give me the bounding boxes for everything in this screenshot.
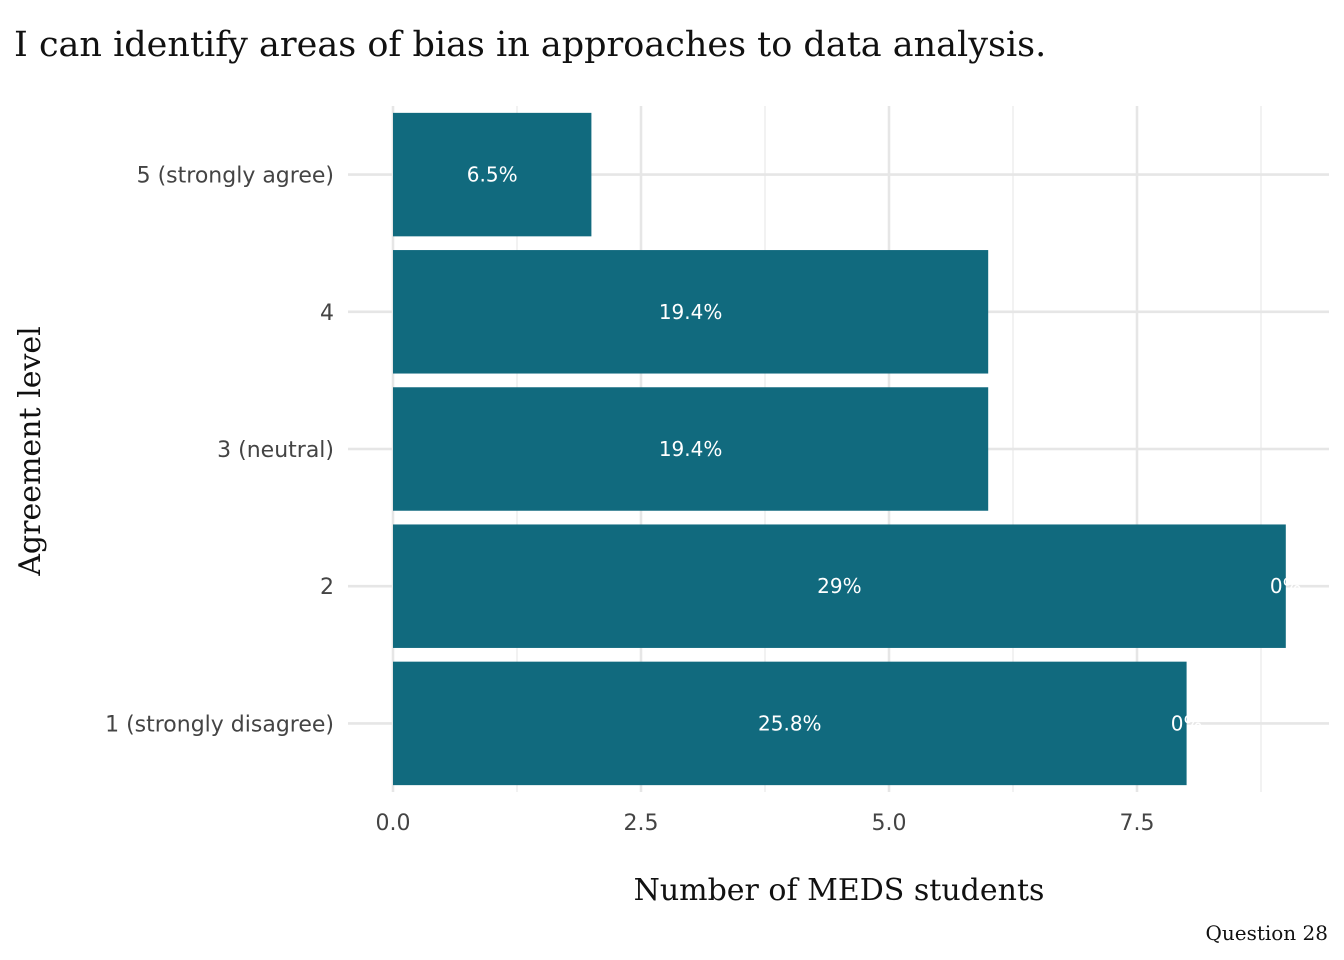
bar-value-label: 25.8% <box>758 711 822 735</box>
bar-labels: 25.8% 0% 29% 0% 19.4% 19.4% 6.5% <box>467 163 1302 736</box>
bar-value-label: 19.4% <box>659 300 723 324</box>
bar <box>393 524 1286 648</box>
y-tick-label: 3 (neutral) <box>217 438 334 463</box>
bar-value-label: 29% <box>817 574 861 598</box>
secondary-bar-label: 0% <box>1171 711 1203 735</box>
y-tick-label: 5 (strongly agree) <box>137 164 334 189</box>
bar-value-label: 19.4% <box>659 437 723 461</box>
bar <box>393 387 989 511</box>
secondary-bar-label: 0% <box>1270 574 1302 598</box>
chart-caption: Question 28 <box>1205 921 1328 945</box>
x-tick-label: 0.0 <box>376 811 411 836</box>
y-axis-title: Agreement level <box>13 326 48 576</box>
x-tick-label: 2.5 <box>624 811 659 836</box>
bar <box>393 112 592 237</box>
bar <box>393 250 989 374</box>
y-tick-label: 4 <box>320 301 334 326</box>
x-tick-label: 7.5 <box>1120 811 1155 836</box>
x-axis-tick-labels: 0.0 2.5 5.0 7.5 <box>376 811 1155 836</box>
bar <box>393 661 1187 786</box>
bar-value-label: 6.5% <box>467 163 518 187</box>
x-tick-label: 5.0 <box>872 811 907 836</box>
x-axis-title: Number of MEDS students <box>634 873 1045 908</box>
y-tick-label: 1 (strongly disagree) <box>105 712 334 737</box>
y-tick-label: 2 <box>320 575 334 600</box>
y-axis-tick-labels: 1 (strongly disagree) 2 3 (neutral) 4 5 (str… <box>105 164 334 738</box>
chart-title: I can identify areas of bias in approach… <box>14 25 1046 65</box>
bars <box>393 112 1286 786</box>
